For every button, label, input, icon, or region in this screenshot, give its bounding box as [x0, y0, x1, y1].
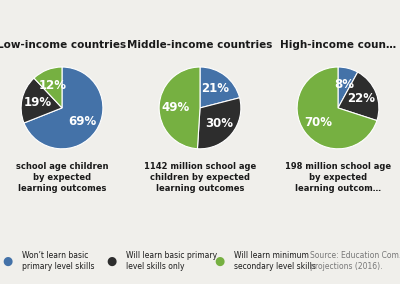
Wedge shape: [24, 67, 103, 149]
Text: Will learn minimum
secondary level skills: Will learn minimum secondary level skill…: [234, 251, 316, 271]
Text: ●: ●: [2, 255, 12, 268]
Text: 8%: 8%: [334, 78, 354, 91]
Wedge shape: [297, 67, 377, 149]
Text: ●: ●: [214, 255, 224, 268]
Text: 22%: 22%: [347, 92, 375, 105]
Text: 21%: 21%: [201, 82, 229, 95]
Wedge shape: [34, 67, 62, 108]
Wedge shape: [200, 67, 240, 108]
Text: 69%: 69%: [68, 115, 96, 128]
Text: 30%: 30%: [205, 117, 233, 130]
Wedge shape: [338, 72, 379, 120]
Text: 12%: 12%: [39, 79, 67, 92]
Text: school age children
by expected
learning outcomes: school age children by expected learning…: [16, 162, 108, 193]
Text: 198 million school age
by expected
learning outcom…: 198 million school age by expected learn…: [285, 162, 391, 193]
Text: 19%: 19%: [24, 96, 52, 109]
Wedge shape: [338, 67, 358, 108]
Text: Will learn basic primary
level skills only: Will learn basic primary level skills on…: [126, 251, 217, 271]
Text: Source: Education Com…
projections (2016).: Source: Education Com… projections (2016…: [310, 251, 400, 271]
Text: 49%: 49%: [161, 101, 190, 114]
Wedge shape: [198, 98, 241, 149]
Text: Low-income countries: Low-income countries: [0, 40, 126, 50]
Text: Middle-income countries: Middle-income countries: [127, 40, 273, 50]
Text: ●: ●: [106, 255, 116, 268]
Text: High-income coun…: High-income coun…: [280, 40, 396, 50]
Wedge shape: [159, 67, 200, 149]
Wedge shape: [21, 78, 62, 123]
Text: Won’t learn basic
primary level skills: Won’t learn basic primary level skills: [22, 251, 94, 271]
Text: 70%: 70%: [304, 116, 332, 129]
Text: 1142 million school age
children by expected
learning outcomes: 1142 million school age children by expe…: [144, 162, 256, 193]
